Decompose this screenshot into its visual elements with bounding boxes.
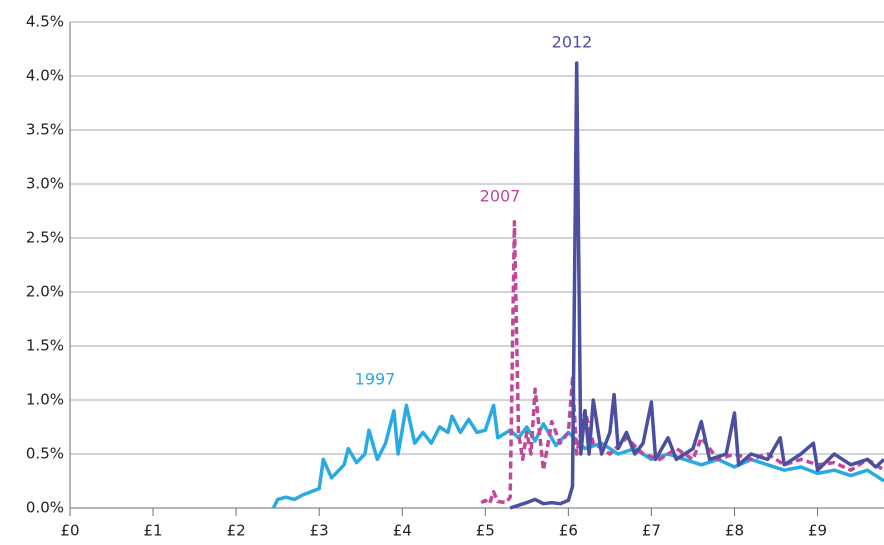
y-tick-label: 0.5%: [26, 445, 64, 463]
x-tick-label: £1: [144, 522, 163, 540]
y-tick-label: 0.0%: [26, 499, 64, 517]
x-tick-label: £3: [310, 522, 329, 540]
y-tick-label: 4.5%: [26, 13, 64, 31]
series-line: [271, 403, 884, 509]
y-tick-label: 3.5%: [26, 121, 64, 139]
series-label: 1997: [355, 370, 396, 389]
y-tick-label: 4.0%: [26, 67, 64, 85]
y-tick-label: 1.5%: [26, 337, 64, 355]
x-tick-label: £2: [227, 522, 246, 540]
y-tick-label: 2.5%: [26, 229, 64, 247]
y-tick-label: 2.0%: [26, 283, 64, 301]
series-label: 2007: [480, 187, 521, 206]
series-line: [509, 61, 884, 510]
x-tick-label: £9: [808, 522, 827, 540]
series-line: [480, 220, 884, 506]
y-tick-label: 3.0%: [26, 175, 64, 193]
series-label: 2012: [552, 33, 593, 52]
y-tick-label: 1.0%: [26, 391, 64, 409]
x-tick-label: £6: [559, 522, 578, 540]
x-tick-label: £5: [476, 522, 495, 540]
x-tick-label: £8: [725, 522, 744, 540]
x-tick-label: £7: [642, 522, 661, 540]
x-tick-label: £0: [60, 522, 79, 540]
x-tick-label: £4: [393, 522, 412, 540]
